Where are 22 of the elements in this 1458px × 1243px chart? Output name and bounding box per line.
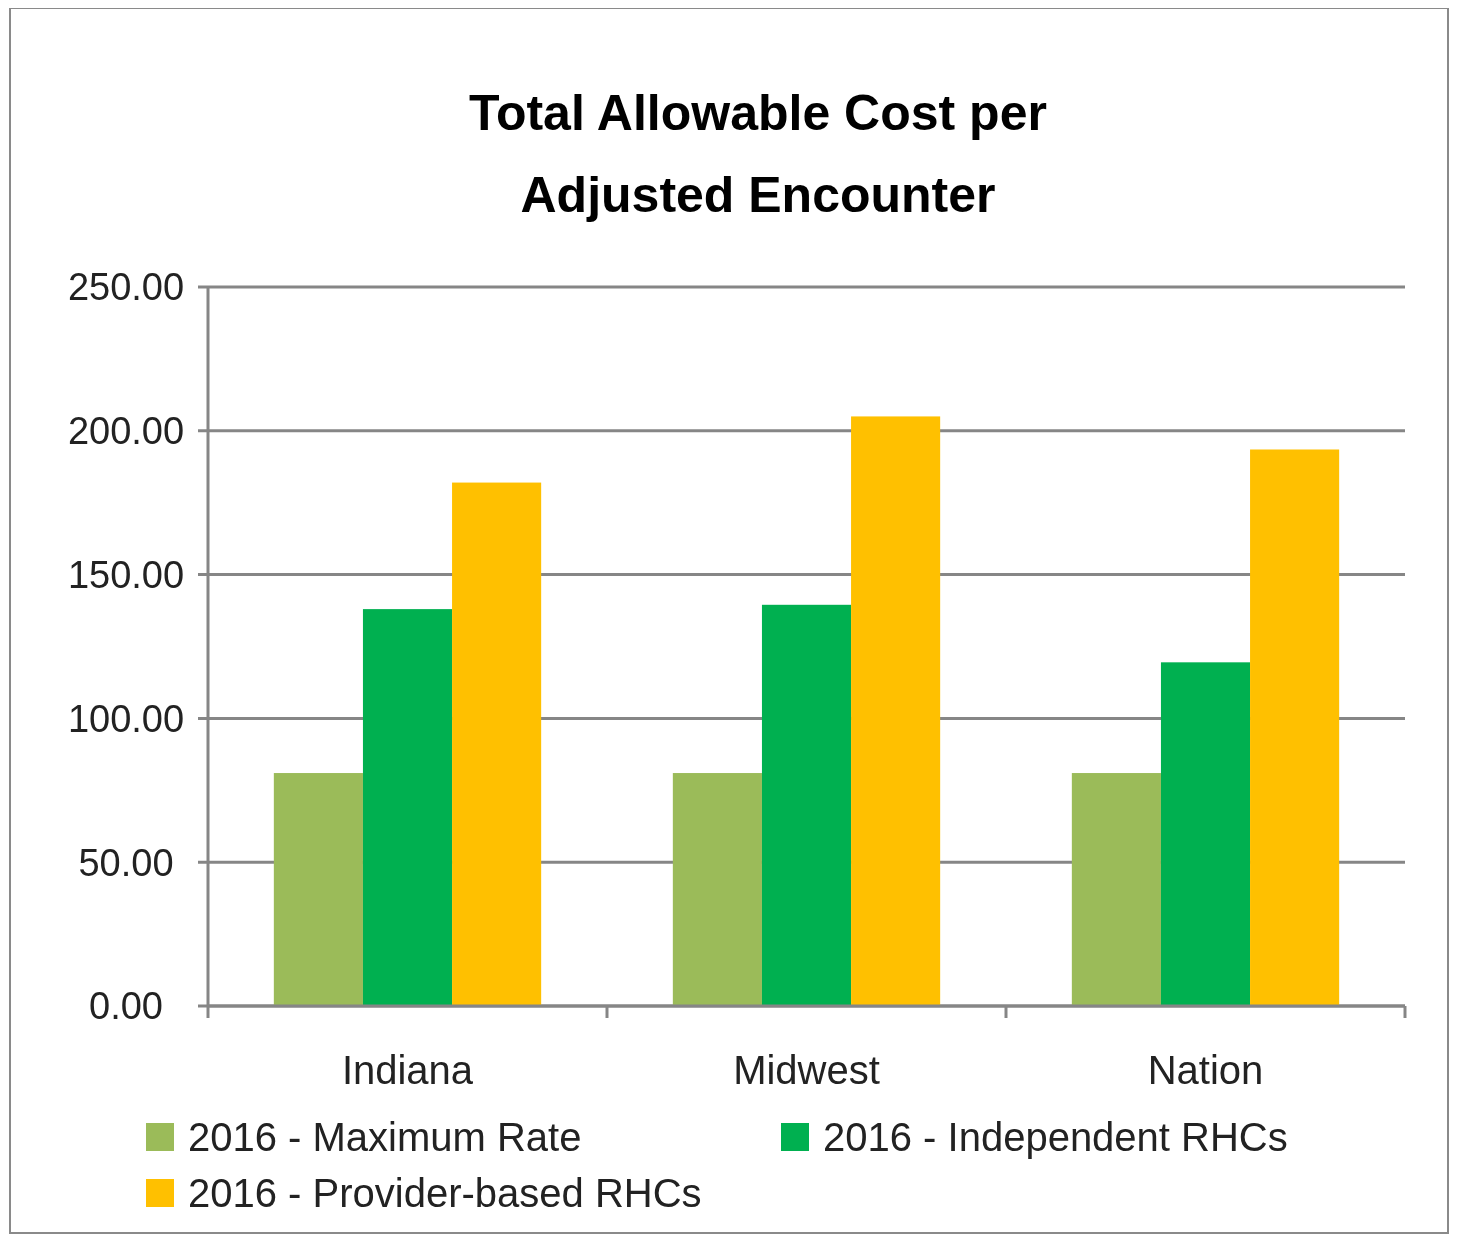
bar: [362, 609, 453, 1006]
y-tick-label: 100.00: [67, 697, 185, 740]
legend-label: 2016 - Maximum Rate: [188, 1115, 582, 1159]
bar: [851, 416, 941, 1006]
bar: [273, 773, 363, 1006]
bar: [452, 482, 542, 1006]
bar: [672, 773, 762, 1006]
x-tick-label: Indiana: [341, 1048, 474, 1092]
y-tick-label: 200.00: [67, 410, 185, 453]
y-tick-label: 250.00: [67, 266, 185, 309]
x-tick-label: Midwest: [733, 1048, 880, 1092]
legend-label: 2016 - Provider-based RHCs: [188, 1171, 702, 1215]
bar: [761, 604, 852, 1006]
y-tick-label: 0.00: [89, 985, 163, 1028]
x-tick-label: Nation: [1147, 1048, 1264, 1092]
y-tick-label: 150.00: [67, 553, 185, 596]
bar: [1071, 773, 1161, 1006]
bar: [1160, 662, 1251, 1006]
bar: [1250, 449, 1340, 1006]
legend-label: 2016 - Independent RHCs: [823, 1115, 1288, 1159]
chart-title: Total Allowable Cost per Adjusted Encounter: [469, 85, 1047, 223]
y-tick-label: 50.00: [78, 841, 174, 884]
